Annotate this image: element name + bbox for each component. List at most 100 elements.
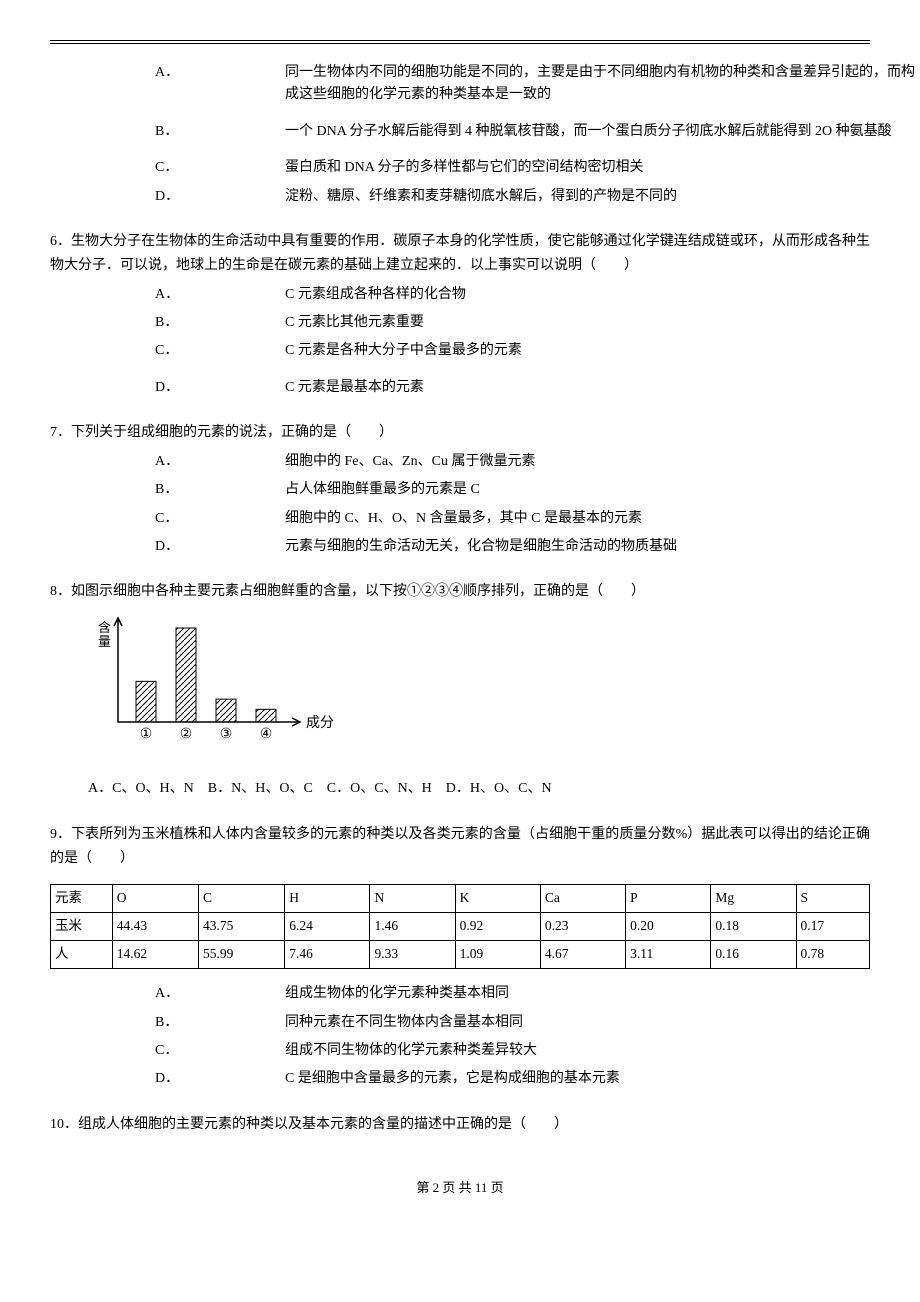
question-stem: 9．下表所列为玉米植株和人体内含量较多的元素的种类以及各类元素的含量（占细胞干重… xyxy=(50,823,870,871)
table-cell: 0.17 xyxy=(796,913,869,941)
table-cell: 9.33 xyxy=(370,941,455,969)
option-row: A． C 元素组成各种各样的化合物 xyxy=(155,284,915,306)
table-cell: 43.75 xyxy=(198,913,284,941)
table-cell: 0.78 xyxy=(796,941,869,969)
q8-bar-chart: 含量成分①②③④ xyxy=(88,610,870,769)
option-row: B． 同种元素在不同生物体内含量基本相同 xyxy=(155,1012,915,1034)
top-rule xyxy=(50,40,870,44)
option-row: D． C 是细胞中含量最多的元素，它是构成细胞的基本元素 xyxy=(155,1068,915,1090)
option-label: C． xyxy=(155,1040,285,1062)
table-cell: 人 xyxy=(51,941,113,969)
table-cell: 3.11 xyxy=(626,941,711,969)
option-row: B． 占人体细胞鲜重最多的元素是 C xyxy=(155,479,915,501)
option-text: 同种元素在不同生物体内含量基本相同 xyxy=(285,1012,915,1034)
table-header-cell: P xyxy=(626,885,711,913)
table-cell: 4.67 xyxy=(540,941,625,969)
option-label: B． xyxy=(155,1012,285,1034)
option-label: C． xyxy=(155,157,285,179)
svg-text:①: ① xyxy=(140,727,153,742)
q5-options: A． 同一生物体内不同的细胞功能是不同的，主要是由于不同细胞内有机物的种类和含量… xyxy=(155,62,915,208)
table-cell: 0.20 xyxy=(626,913,711,941)
table-header-cell: 元素 xyxy=(51,885,113,913)
option-text: 蛋白质和 DNA 分子的多样性都与它们的空间结构密切相关 xyxy=(285,157,915,179)
table-header-cell: C xyxy=(198,885,284,913)
table-cell: 0.23 xyxy=(540,913,625,941)
svg-text:量: 量 xyxy=(98,634,111,649)
table-cell: 44.43 xyxy=(112,913,198,941)
table-header-cell: Ca xyxy=(540,885,625,913)
table-header-cell: S xyxy=(796,885,869,913)
option-row: B． C 元素比其他元素重要 xyxy=(155,312,915,334)
question-stem: 7．下列关于组成细胞的元素的说法，正确的是（ ） xyxy=(50,421,870,445)
option-text: C 是细胞中含量最多的元素，它是构成细胞的基本元素 xyxy=(285,1068,915,1090)
option-label: B． xyxy=(155,121,285,143)
option-text: 组成不同生物体的化学元素种类差异较大 xyxy=(285,1040,915,1062)
table-row: 玉米44.4343.756.241.460.920.230.200.180.17 xyxy=(51,913,870,941)
table-header-cell: N xyxy=(370,885,455,913)
svg-text:②: ② xyxy=(180,727,193,742)
page-footer: 第 2 页 共 11 页 xyxy=(50,1177,870,1196)
bar-chart-svg: 含量成分①②③④ xyxy=(88,610,348,760)
option-label: A． xyxy=(155,983,285,1005)
option-row: C． C 元素是各种大分子中含量最多的元素 xyxy=(155,340,915,362)
table-cell: 0.92 xyxy=(455,913,540,941)
svg-text:④: ④ xyxy=(260,727,273,742)
option-text: 组成生物体的化学元素种类基本相同 xyxy=(285,983,915,1005)
q8-options-line: A．C、O、H、N B．N、H、O、C C．O、C、N、H D．H、O、C、N xyxy=(88,777,870,801)
table-cell: 6.24 xyxy=(285,913,370,941)
option-label: A． xyxy=(155,284,285,306)
svg-text:含: 含 xyxy=(98,620,111,635)
option-row: B． 一个 DNA 分子水解后能得到 4 种脱氧核苷酸，而一个蛋白质分子彻底水解… xyxy=(155,121,915,143)
q9-data-table: 元素OCHNKCaPMgS玉米44.4343.756.241.460.920.2… xyxy=(50,884,870,969)
option-row: C． 蛋白质和 DNA 分子的多样性都与它们的空间结构密切相关 xyxy=(155,157,915,179)
question-stem: 8．如图示细胞中各种主要元素占细胞鲜重的含量，以下按①②③④顺序排列，正确的是（… xyxy=(50,580,870,604)
option-label: B． xyxy=(155,312,285,334)
option-text: C 元素是各种大分子中含量最多的元素 xyxy=(285,340,915,362)
table-cell: 0.16 xyxy=(711,941,796,969)
option-row: C． 细胞中的 C、H、O、N 含量最多，其中 C 是最基本的元素 xyxy=(155,508,915,530)
table-header-cell: K xyxy=(455,885,540,913)
page: A． 同一生物体内不同的细胞功能是不同的，主要是由于不同细胞内有机物的种类和含量… xyxy=(0,0,920,1226)
option-row: D． C 元素是最基本的元素 xyxy=(155,377,915,399)
table-header-cell: H xyxy=(285,885,370,913)
option-row: A． 同一生物体内不同的细胞功能是不同的，主要是由于不同细胞内有机物的种类和含量… xyxy=(155,62,915,107)
option-label: D． xyxy=(155,377,285,399)
option-label: B． xyxy=(155,479,285,501)
q7-options: A． 细胞中的 Fe、Ca、Zn、Cu 属于微量元素 B． 占人体细胞鲜重最多的… xyxy=(155,451,915,559)
option-text: 细胞中的 C、H、O、N 含量最多，其中 C 是最基本的元素 xyxy=(285,508,915,530)
table-cell: 0.18 xyxy=(711,913,796,941)
option-label: D． xyxy=(155,536,285,558)
question-8: 8．如图示细胞中各种主要元素占细胞鲜重的含量，以下按①②③④顺序排列，正确的是（… xyxy=(50,580,870,800)
option-text: 淀粉、糖原、纤维素和麦芽糖彻底水解后，得到的产物是不同的 xyxy=(285,186,915,208)
table-cell: 1.09 xyxy=(455,941,540,969)
svg-text:③: ③ xyxy=(220,727,233,742)
question-stem: 10．组成人体细胞的主要元素的种类以及基本元素的含量的描述中正确的是（ ） xyxy=(50,1113,870,1137)
option-label: C． xyxy=(155,340,285,362)
question-6: 6．生物大分子在生物体的生命活动中具有重要的作用．碳原子本身的化学性质，使它能够… xyxy=(50,230,870,399)
option-text: 元素与细胞的生命活动无关，化合物是细胞生命活动的物质基础 xyxy=(285,536,915,558)
table-header-cell: O xyxy=(112,885,198,913)
q6-options: A． C 元素组成各种各样的化合物 B． C 元素比其他元素重要 C． C 元素… xyxy=(155,284,915,400)
option-row: D． 淀粉、糖原、纤维素和麦芽糖彻底水解后，得到的产物是不同的 xyxy=(155,186,915,208)
option-text: C 元素组成各种各样的化合物 xyxy=(285,284,915,306)
option-text: C 元素是最基本的元素 xyxy=(285,377,915,399)
option-text: 同一生物体内不同的细胞功能是不同的，主要是由于不同细胞内有机物的种类和含量差异引… xyxy=(285,62,915,107)
option-text: 占人体细胞鲜重最多的元素是 C xyxy=(285,479,915,501)
option-label: D． xyxy=(155,186,285,208)
table-cell: 14.62 xyxy=(112,941,198,969)
table-cell: 55.99 xyxy=(198,941,284,969)
question-stem: 6．生物大分子在生物体的生命活动中具有重要的作用．碳原子本身的化学性质，使它能够… xyxy=(50,230,870,278)
option-label: A． xyxy=(155,62,285,84)
question-7: 7．下列关于组成细胞的元素的说法，正确的是（ ） A． 细胞中的 Fe、Ca、Z… xyxy=(50,421,870,558)
question-9: 9．下表所列为玉米植株和人体内含量较多的元素的种类以及各类元素的含量（占细胞干重… xyxy=(50,823,870,1091)
table-row: 人14.6255.997.469.331.094.673.110.160.78 xyxy=(51,941,870,969)
option-row: D． 元素与细胞的生命活动无关，化合物是细胞生命活动的物质基础 xyxy=(155,536,915,558)
option-text: 一个 DNA 分子水解后能得到 4 种脱氧核苷酸，而一个蛋白质分子彻底水解后就能… xyxy=(285,121,915,143)
option-row: A． 组成生物体的化学元素种类基本相同 xyxy=(155,983,915,1005)
option-row: C． 组成不同生物体的化学元素种类差异较大 xyxy=(155,1040,915,1062)
option-row: A． 细胞中的 Fe、Ca、Zn、Cu 属于微量元素 xyxy=(155,451,915,473)
table-cell: 玉米 xyxy=(51,913,113,941)
question-10: 10．组成人体细胞的主要元素的种类以及基本元素的含量的描述中正确的是（ ） xyxy=(50,1113,870,1137)
option-text: 细胞中的 Fe、Ca、Zn、Cu 属于微量元素 xyxy=(285,451,915,473)
option-label: A． xyxy=(155,451,285,473)
